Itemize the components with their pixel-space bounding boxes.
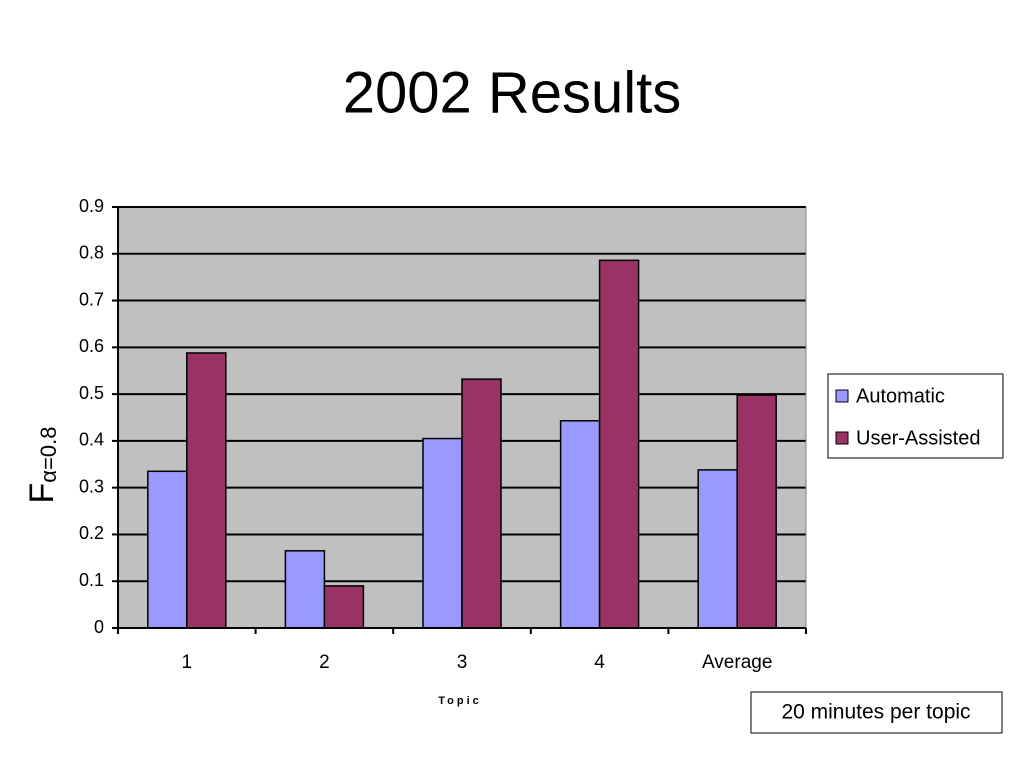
- legend-label: User-Assisted: [856, 427, 980, 449]
- x-tick-label: Average: [702, 652, 772, 673]
- y-tick-label: 0.7: [79, 289, 104, 309]
- bar: [736, 394, 777, 629]
- legend-label: Automatic: [856, 385, 945, 407]
- annotation-box: [750, 691, 1003, 734]
- y-axis-label: Fα=0.8: [23, 427, 61, 504]
- bar: [697, 469, 738, 629]
- x-tick-label: 2: [319, 652, 330, 673]
- y-tick-label: 0.5: [79, 383, 104, 403]
- x-tick-label: 4: [594, 652, 605, 673]
- bar: [559, 420, 601, 629]
- y-tick-label: 0.4: [79, 430, 104, 450]
- bar: [422, 437, 463, 629]
- y-tick-label: 0.6: [79, 336, 104, 356]
- y-tick-label: 0.1: [79, 570, 104, 590]
- y-tick-label: 0: [94, 617, 104, 637]
- bar: [598, 259, 640, 629]
- y-axis-label-main: F: [23, 483, 61, 504]
- y-tick-label: 0.9: [79, 196, 104, 216]
- x-tick-label: 3: [457, 652, 468, 673]
- annotation: 20 minutes per topic: [781, 701, 970, 724]
- y-tick-label: 0.8: [79, 243, 104, 263]
- bar: [323, 585, 365, 629]
- legend-swatch: [835, 431, 849, 445]
- x-tick-label: 1: [182, 652, 193, 673]
- bar: [147, 470, 188, 629]
- y-tick-label: 0.3: [79, 476, 104, 496]
- y-tick-label: 0.2: [79, 523, 104, 543]
- bar: [461, 378, 502, 629]
- y-axis-label-subscript: α=0.8: [36, 427, 61, 483]
- bar: [186, 352, 227, 629]
- chart-title: 2002 Results: [343, 60, 682, 125]
- legend: [827, 373, 1004, 459]
- bar: [284, 550, 326, 629]
- legend-swatch: [835, 389, 849, 403]
- x-axis-label: Topic: [438, 695, 482, 707]
